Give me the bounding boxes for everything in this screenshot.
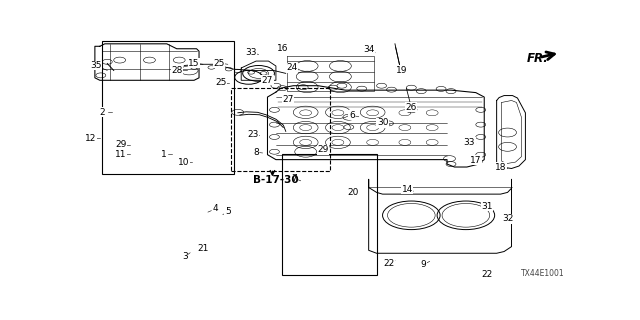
- Text: 35: 35: [90, 61, 102, 70]
- Text: 12: 12: [85, 134, 97, 143]
- Text: 28: 28: [171, 66, 182, 75]
- Text: 33: 33: [463, 138, 475, 147]
- Text: 22: 22: [383, 259, 394, 268]
- Text: 16: 16: [276, 44, 288, 53]
- Text: 26: 26: [406, 103, 417, 112]
- Text: 24: 24: [287, 63, 298, 72]
- Bar: [231, 88, 330, 172]
- Text: 6: 6: [349, 111, 355, 120]
- Text: 21: 21: [197, 244, 209, 253]
- Text: 31: 31: [481, 202, 492, 211]
- Text: 25: 25: [216, 78, 227, 87]
- Text: 4: 4: [212, 204, 218, 213]
- Text: 32: 32: [502, 214, 513, 223]
- Text: 29: 29: [317, 145, 329, 154]
- Text: 2: 2: [99, 108, 105, 117]
- Bar: [282, 154, 376, 275]
- Text: 13: 13: [275, 46, 287, 55]
- Text: 9: 9: [420, 260, 426, 269]
- Text: 17: 17: [470, 156, 481, 165]
- Text: 18: 18: [495, 163, 506, 172]
- Text: 27: 27: [262, 76, 273, 85]
- Text: 19: 19: [396, 66, 407, 75]
- Text: 14: 14: [402, 185, 413, 194]
- Text: TX44E1001: TX44E1001: [522, 269, 565, 278]
- Text: 30: 30: [377, 118, 388, 127]
- Text: 3: 3: [182, 252, 188, 261]
- Text: 7: 7: [291, 174, 297, 183]
- Text: 33: 33: [245, 48, 257, 57]
- Bar: [102, 41, 234, 174]
- Text: 5: 5: [225, 207, 230, 216]
- Text: 22: 22: [481, 270, 492, 279]
- Text: 27: 27: [283, 95, 294, 105]
- Text: 20: 20: [347, 188, 358, 197]
- Text: 8: 8: [253, 148, 259, 157]
- Text: 11: 11: [115, 150, 127, 159]
- Text: 29: 29: [115, 140, 126, 149]
- Text: 1: 1: [161, 150, 167, 159]
- Text: B-17-30: B-17-30: [253, 174, 298, 185]
- Text: 15: 15: [188, 59, 200, 68]
- Text: 25: 25: [213, 59, 225, 68]
- Text: FR.: FR.: [527, 52, 548, 65]
- Text: 10: 10: [179, 157, 190, 167]
- Text: 34: 34: [363, 45, 374, 54]
- Text: 23: 23: [247, 130, 259, 139]
